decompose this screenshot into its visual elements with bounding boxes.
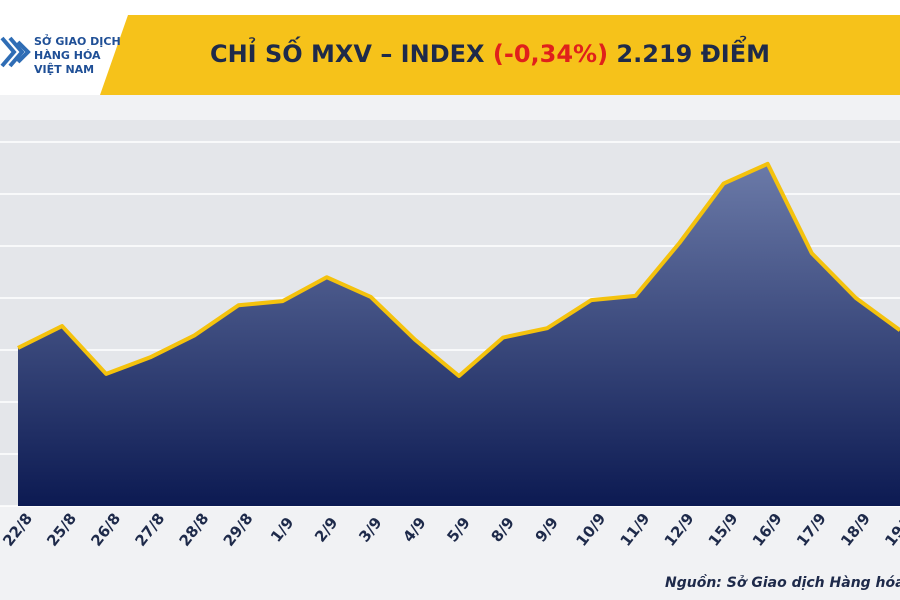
source-note: Nguồn: Sở Giao dịch Hàng hóa Việt Nam	[665, 574, 900, 591]
header-band	[0, 15, 900, 95]
logo-text: VIỆT NAM	[34, 63, 94, 76]
logo-text: SỞ GIAO DỊCH	[34, 34, 121, 48]
line	[17, 161, 900, 378]
area	[18, 163, 900, 506]
chart-title: CHỈ SỐ MXV – INDEX (-0,34%) 2.219 ĐIỂM	[210, 34, 770, 68]
title-text: CHỈ SỐ MXV – INDEX	[210, 35, 485, 68]
logo-icon	[0, 36, 31, 68]
title-level: 2.219 ĐIỂM	[616, 34, 770, 68]
logo-box	[0, 15, 128, 95]
logo-text: HÀNG HÓA	[34, 49, 101, 62]
title-change: (-0,34%)	[493, 40, 608, 68]
